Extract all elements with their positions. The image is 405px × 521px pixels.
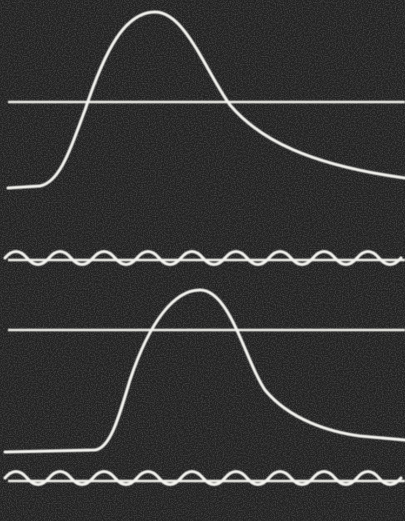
page: Oscilloscope traces {} html, body { marg…: [0, 0, 405, 521]
oscilloscope-photo: [0, 0, 405, 521]
page-body: [0, 0, 405, 521]
